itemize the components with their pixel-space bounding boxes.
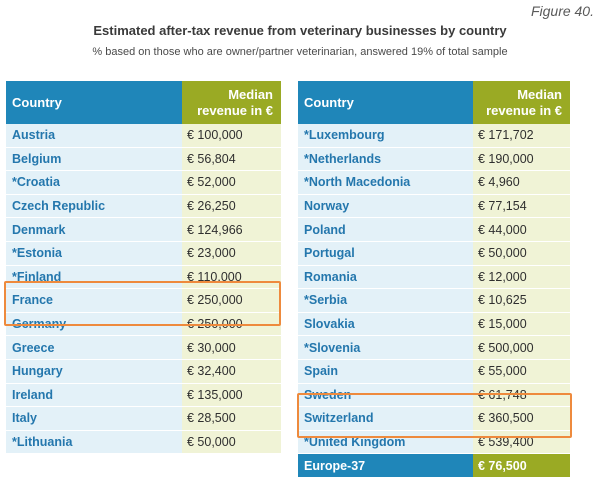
table-row: France € 250,000 (6, 288, 281, 313)
table-row: Portugal € 50,000 (298, 241, 570, 266)
country-cell: Romania (298, 265, 473, 290)
country-cell: *Netherlands (298, 147, 473, 172)
revenue-cell: € 190,000 (473, 147, 570, 172)
table-row: Denmark € 124,966 (6, 217, 281, 242)
country-column-header: Country (6, 81, 182, 124)
table-row: Slovakia € 15,000 (298, 312, 570, 337)
revenue-cell: € 52,000 (182, 170, 281, 195)
country-cell: Portugal (298, 241, 473, 266)
country-cell: Austria (6, 124, 182, 148)
total-value-cell: € 76,500 (473, 453, 570, 478)
revenue-column-header: Median revenue in € (182, 81, 281, 124)
country-cell: Spain (298, 359, 473, 384)
revenue-cell: € 23,000 (182, 241, 281, 266)
left-revenue-table: Country Median revenue in € Austria € 100… (6, 81, 281, 455)
country-cell: Belgium (6, 147, 182, 172)
table-row: *Slovenia € 500,000 (298, 335, 570, 360)
country-cell: Poland (298, 217, 473, 242)
country-cell: Denmark (6, 217, 182, 242)
total-row: Europe-37 € 76,500 (298, 453, 570, 478)
table-row: *Serbia € 10,625 (298, 288, 570, 313)
table-row: Austria € 100,000 (6, 124, 281, 148)
country-cell: France (6, 288, 182, 313)
figure-label: Figure 40. (530, 3, 594, 19)
country-cell: *Serbia (298, 288, 473, 313)
revenue-cell: € 171,702 (473, 124, 570, 148)
table-row: Switzerland € 360,500 (298, 406, 570, 431)
country-cell: *North Macedonia (298, 170, 473, 195)
revenue-cell: € 28,500 (182, 406, 281, 431)
revenue-cell: € 32,400 (182, 359, 281, 384)
revenue-cell: € 61,748 (473, 383, 570, 408)
revenue-header-line1: Median (517, 86, 562, 102)
table-row: Spain € 55,000 (298, 359, 570, 384)
highlight-box-switzerland-uk (297, 393, 572, 438)
revenue-cell: € 250,000 (182, 288, 281, 313)
revenue-cell: € 56,804 (182, 147, 281, 172)
revenue-cell: € 100,000 (182, 124, 281, 148)
revenue-cell: € 4,960 (473, 170, 570, 195)
revenue-header-line2: revenue in € (197, 102, 273, 118)
table-row: Norway € 77,154 (298, 194, 570, 219)
table-row: *Lithuania € 50,000 (6, 430, 281, 455)
table-row: *North Macedonia € 4,960 (298, 170, 570, 195)
table-row: Greece € 30,000 (6, 335, 281, 360)
country-cell: Hungary (6, 359, 182, 384)
page-title: Estimated after-tax revenue from veterin… (93, 23, 507, 38)
revenue-cell: € 360,500 (473, 406, 570, 431)
table-row: Ireland € 135,000 (6, 383, 281, 408)
country-cell: Czech Republic (6, 194, 182, 219)
table-row: Hungary € 32,400 (6, 359, 281, 384)
country-column-header: Country (298, 81, 473, 124)
country-cell: Italy (6, 406, 182, 431)
revenue-header-line2: revenue in € (486, 102, 562, 118)
country-cell: Norway (298, 194, 473, 219)
country-cell: *Estonia (6, 241, 182, 266)
revenue-cell: € 50,000 (182, 430, 281, 455)
country-cell: Slovakia (298, 312, 473, 337)
table-row: Poland € 44,000 (298, 217, 570, 242)
revenue-cell: € 15,000 (473, 312, 570, 337)
country-cell: *Croatia (6, 170, 182, 195)
country-cell: *Slovenia (298, 335, 473, 360)
country-cell: Switzerland (298, 406, 473, 431)
table-header-row: Country Median revenue in € (6, 81, 281, 124)
table-row: *Netherlands € 190,000 (298, 147, 570, 172)
revenue-column-header: Median revenue in € (473, 81, 570, 124)
table-row: Czech Republic € 26,250 (6, 194, 281, 219)
revenue-cell: € 12,000 (473, 265, 570, 290)
revenue-cell: € 26,250 (182, 194, 281, 219)
total-label-cell: Europe-37 (298, 453, 473, 478)
table-row: *Estonia € 23,000 (6, 241, 281, 266)
country-cell: Ireland (6, 383, 182, 408)
right-revenue-table: Country Median revenue in € *Luxembourg €… (298, 81, 570, 478)
revenue-cell: € 77,154 (473, 194, 570, 219)
revenue-cell: € 44,000 (473, 217, 570, 242)
table-header-row: Country Median revenue in € (298, 81, 570, 124)
revenue-cell: € 135,000 (182, 383, 281, 408)
table-row: *Luxembourg € 171,702 (298, 124, 570, 148)
table-row: Italy € 28,500 (6, 406, 281, 431)
highlight-box-france-germany (4, 281, 281, 326)
country-cell: *Lithuania (6, 430, 182, 455)
page-subtitle: % based on those who are owner/partner v… (92, 46, 508, 58)
table-row: *Croatia € 52,000 (6, 170, 281, 195)
revenue-header-line1: Median (228, 86, 273, 102)
revenue-cell: € 10,625 (473, 288, 570, 313)
country-cell: Greece (6, 335, 182, 360)
revenue-cell: € 55,000 (473, 359, 570, 384)
country-cell: *Luxembourg (298, 124, 473, 148)
revenue-cell: € 500,000 (473, 335, 570, 360)
revenue-cell: € 50,000 (473, 241, 570, 266)
revenue-cell: € 30,000 (182, 335, 281, 360)
revenue-cell: € 124,966 (182, 217, 281, 242)
table-row: Belgium € 56,804 (6, 147, 281, 172)
table-row: Romania € 12,000 (298, 265, 570, 290)
